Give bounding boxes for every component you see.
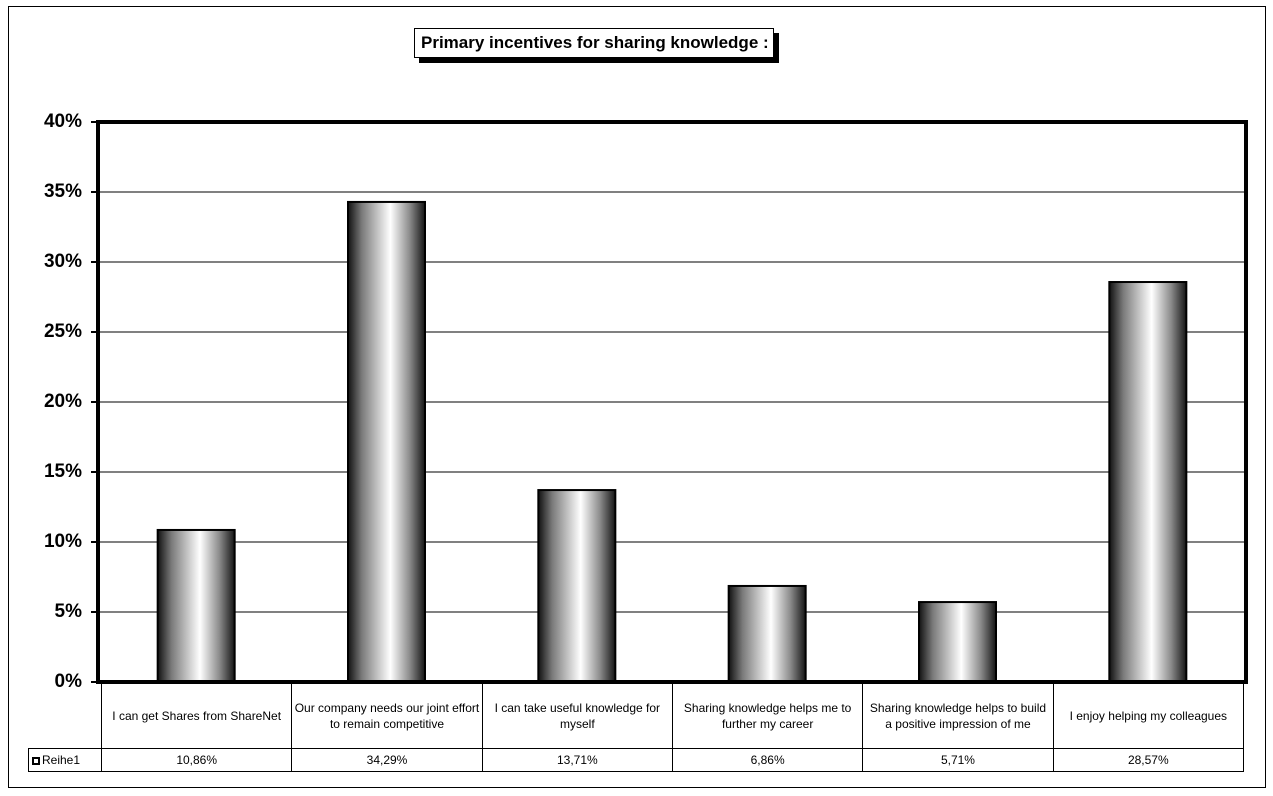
table-corner (28, 683, 102, 749)
bar (156, 528, 236, 684)
y-tick-label: 20% (43, 391, 82, 412)
bar (727, 584, 807, 684)
data-table: I can get Shares from ShareNet Our compan… (28, 683, 1244, 772)
data-value-label: 13,71% (481, 748, 673, 772)
y-tick-label: 35% (43, 181, 82, 202)
legend-entry: Reihe1 (28, 748, 102, 772)
bar (1108, 281, 1188, 683)
bar (537, 489, 617, 683)
data-value-label: 10,86% (100, 748, 293, 772)
y-tick-label: 15% (43, 461, 82, 482)
value-row: Reihe1 10,86% 34,29% 13,71% 6,86% 5,71% 28,57… (28, 748, 1244, 772)
data-value-label: 34,29% (291, 748, 483, 772)
chart-frame (8, 6, 1266, 788)
data-value-label: 5,71% (862, 748, 1054, 772)
y-tick-label: 5% (54, 601, 82, 622)
category-label: Our company needs our joint effort to re… (291, 683, 483, 749)
category-label: I can get Shares from ShareNet (100, 683, 293, 749)
y-tick-label: 40% (43, 111, 82, 132)
legend-label: Reihe1 (42, 753, 81, 767)
y-tick-label: 10% (43, 531, 82, 552)
category-label: I enjoy helping my colleagues (1052, 683, 1244, 749)
data-value-label: 6,86% (671, 748, 864, 772)
bar (918, 601, 997, 683)
data-value-label: 28,57% (1052, 748, 1244, 772)
y-tick-label: 30% (43, 251, 82, 272)
y-tick-label: 25% (43, 321, 82, 342)
category-label: I can take useful knowledge for myself (481, 683, 673, 749)
legend-key-icon (32, 757, 40, 765)
category-label: Sharing knowledge helps me to further my… (671, 683, 864, 749)
category-row: I can get Shares from ShareNet Our compan… (28, 683, 1244, 749)
bar (347, 200, 426, 683)
chart-title: Primary incentives for sharing knowledge… (414, 28, 774, 58)
plot-area-border (96, 120, 1248, 684)
category-label: Sharing knowledge helps to build a posit… (862, 683, 1054, 749)
